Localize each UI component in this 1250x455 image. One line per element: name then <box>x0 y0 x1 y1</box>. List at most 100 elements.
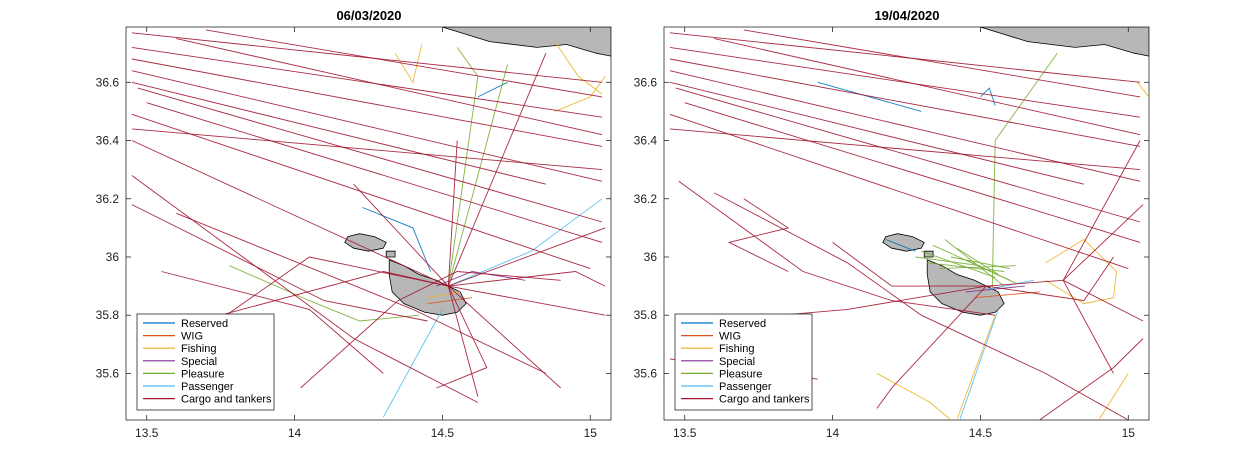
track-pleasure <box>915 256 981 267</box>
track-pleasure <box>944 239 1005 287</box>
track-cargo-and-tankers <box>669 113 1129 270</box>
track-cargo-and-tankers <box>447 285 479 397</box>
land-layer <box>344 27 611 316</box>
track-cargo-and-tankers <box>146 102 603 243</box>
tracks-layer <box>131 29 606 418</box>
track-cargo-and-tankers <box>300 271 561 389</box>
track-passenger <box>448 198 603 287</box>
track-cargo-and-tankers <box>176 212 547 374</box>
land-sicily <box>980 27 1149 57</box>
y-tick-label: 36 <box>106 250 120 264</box>
track-cargo-and-tankers <box>669 81 1085 185</box>
y-tick-label: 36 <box>644 250 658 264</box>
y-tick-label: 36.2 <box>96 192 120 206</box>
tracks-layer <box>669 29 1149 420</box>
track-pleasure <box>991 52 1058 287</box>
track-cargo-and-tankers <box>131 113 591 270</box>
track-cargo-and-tankers <box>727 198 790 272</box>
x-tick-label: 13.5 <box>673 426 697 440</box>
track-cargo-and-tankers <box>876 285 987 409</box>
y-tick-label: 35.6 <box>634 366 658 380</box>
x-tick-label: 14 <box>288 426 302 440</box>
land-sicily <box>442 27 611 57</box>
y-tick-label: 35.8 <box>634 308 658 322</box>
x-tick-label: 13.5 <box>135 426 159 440</box>
legend-box <box>674 313 813 411</box>
track-fishing <box>876 373 952 420</box>
land-malta <box>926 259 1005 316</box>
track-cargo-and-tankers <box>448 227 606 287</box>
track-pleasure <box>956 247 999 275</box>
track-fishing <box>427 291 461 299</box>
x-tick-label: 15 <box>1122 426 1136 440</box>
track-cargo-and-tankers <box>986 279 1064 287</box>
land-comino <box>385 250 396 258</box>
chart-title: 19/04/2020 <box>874 8 939 23</box>
track-cargo-and-tankers <box>447 285 562 389</box>
track-pleasure <box>965 259 1017 284</box>
track-cargo-and-tankers <box>675 87 1141 223</box>
track-fishing <box>956 315 996 420</box>
track-cargo-and-tankers <box>176 38 603 136</box>
legend-label: Reserved <box>181 318 228 330</box>
x-tick-label: 14.5 <box>431 426 455 440</box>
track-cargo-and-tankers <box>669 128 1141 171</box>
y-tick-label: 35.8 <box>96 308 120 322</box>
axis-ticks: 13.5 14 14.5 15 35.6 35.8 36 36.2 36.4 36.6 <box>96 27 611 440</box>
track-pleasure <box>921 250 996 278</box>
legend-label: Passenger <box>719 381 772 393</box>
legend-label: Special <box>719 356 755 368</box>
track-wig <box>427 297 473 305</box>
track-cargo-and-tankers <box>161 271 384 374</box>
track-cargo-and-tankers <box>1039 338 1144 420</box>
track-cargo-and-tankers <box>714 192 1129 420</box>
track-fishing <box>554 76 606 112</box>
land-gozo <box>344 233 387 252</box>
land-gozo <box>882 233 925 252</box>
track-reserved <box>817 81 922 112</box>
legend-label: Special <box>181 356 217 368</box>
legend: ReservedWIGFishingSpecialPleasurePasseng… <box>674 313 813 411</box>
track-cargo-and-tankers <box>205 29 603 98</box>
legend: ReservedWIGFishingSpecialPleasurePasseng… <box>136 313 275 411</box>
track-pleasure <box>447 47 479 287</box>
legend-label: Cargo and tankers <box>719 394 810 406</box>
track-reserved <box>362 207 432 272</box>
track-pleasure <box>938 265 1016 270</box>
legend-label: Passenger <box>181 381 234 393</box>
track-cargo-and-tankers <box>131 204 428 322</box>
y-tick-label: 36.6 <box>634 75 658 89</box>
track-cargo-and-tankers <box>1062 140 1141 281</box>
track-cargo-and-tankers <box>743 29 1141 98</box>
legend-label: Fishing <box>719 343 754 355</box>
track-cargo-and-tankers <box>669 46 1141 118</box>
track-passenger <box>382 309 443 418</box>
track-cargo-and-tankers <box>137 87 603 223</box>
y-tick-label: 35.6 <box>96 366 120 380</box>
track-cargo-and-tankers <box>678 180 996 316</box>
y-tick-label: 36.6 <box>96 75 120 89</box>
track-cargo-and-tankers <box>1062 280 1114 374</box>
panel-left: 06/03/2020 13.5 14 14.5 15 35.6 35.8 36 36.2 36.… <box>96 8 612 440</box>
track-cargo-and-tankers <box>714 38 1141 136</box>
x-tick-label: 14 <box>826 426 840 440</box>
x-tick-label: 14.5 <box>969 426 993 440</box>
land-layer <box>882 27 1149 316</box>
track-cargo-and-tankers <box>353 183 449 287</box>
track-cargo-and-tankers <box>131 175 479 403</box>
y-tick-label: 36.4 <box>96 134 120 148</box>
track-cargo-and-tankers <box>131 128 603 171</box>
legend-box <box>136 313 275 411</box>
track-passenger <box>959 309 999 420</box>
track-wig <box>974 291 1040 299</box>
track-cargo-and-tankers <box>131 81 547 185</box>
track-reserved <box>885 239 916 252</box>
legend-label: Pleasure <box>719 368 762 380</box>
legend-label: Reserved <box>719 318 766 330</box>
track-cargo-and-tankers <box>448 285 606 316</box>
track-fishing <box>1098 373 1129 420</box>
track-cargo-and-tankers <box>436 285 488 389</box>
track-fishing <box>1136 82 1149 98</box>
track-cargo-and-tankers <box>684 102 1141 243</box>
track-special <box>965 285 1025 293</box>
